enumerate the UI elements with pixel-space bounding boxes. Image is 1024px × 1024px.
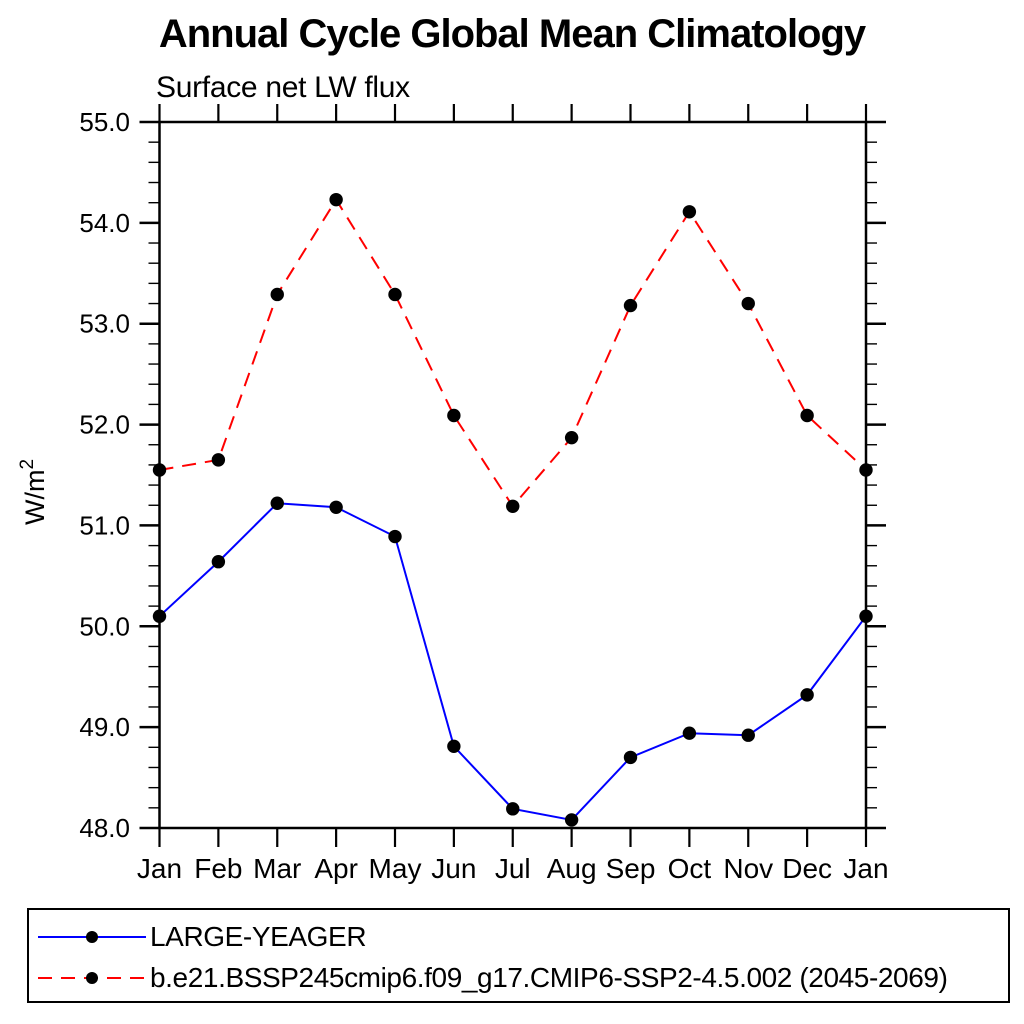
y-axis-label: W/m2 <box>17 459 50 525</box>
y-tick-label: 53.0 <box>79 309 130 339</box>
data-point-marker <box>741 728 755 742</box>
x-tick-label: Feb <box>194 853 242 884</box>
data-point-marker <box>859 609 873 623</box>
legend-label: b.e21.BSSP245cmip6.f09_g17.CMIP6-SSP2-4.… <box>150 962 948 993</box>
series-line <box>159 197 867 508</box>
y-tick-label: 55.0 <box>79 107 130 137</box>
data-point-marker <box>152 609 167 623</box>
data-point-marker <box>447 408 461 423</box>
legend-row: LARGE-YEAGER <box>36 921 367 952</box>
legend: LARGE-YEAGER b.e21.BSSP245cmip6.f09_g17.C… <box>27 908 1010 1003</box>
x-tick-label: May <box>369 853 422 884</box>
y-tick-label: 50.0 <box>79 611 130 641</box>
x-tick-label: Mar <box>253 853 301 884</box>
chart-subtitle: Surface net LW flux <box>156 71 410 104</box>
data-point-marker <box>564 813 579 827</box>
data-point-marker <box>800 688 814 702</box>
data-point-marker <box>388 529 402 544</box>
data-point-marker <box>682 726 697 740</box>
y-tick-label: 51.0 <box>79 510 130 540</box>
x-tick-label: Jul <box>495 853 531 884</box>
data-point-marker <box>152 463 167 477</box>
data-point-marker <box>329 192 343 207</box>
data-point-marker <box>623 298 638 313</box>
x-tick-label: Jan <box>843 853 888 884</box>
data-point-marker <box>859 463 873 477</box>
legend-label: LARGE-YEAGER <box>150 921 367 952</box>
y-tick-label: 49.0 <box>79 712 130 742</box>
data-point-marker <box>270 287 284 302</box>
x-tick-label: Jan <box>137 853 182 884</box>
data-point-marker <box>329 500 343 514</box>
chart-title: Annual Cycle Global Mean Climatology <box>158 12 866 56</box>
x-tick-label: Aug <box>547 853 597 884</box>
plot-frame <box>158 120 868 830</box>
y-tick-label: 48.0 <box>79 813 130 843</box>
plot-area: 48.0 49.0 50.0 51.0 52.0 53.0 54.0 55.0 Jan Feb Ma… <box>17 104 889 884</box>
data-point-marker <box>211 555 226 569</box>
data-point-marker <box>800 408 814 423</box>
x-tick-label: Sep <box>606 853 656 884</box>
x-tick-label: Apr <box>314 853 358 884</box>
data-point-marker <box>447 739 461 754</box>
legend-marker-icon <box>86 972 98 984</box>
y-tick-label: 54.0 <box>79 208 130 238</box>
series-line <box>158 502 867 822</box>
data-point-marker <box>270 496 284 510</box>
data-point-marker <box>564 430 579 445</box>
legend-marker-icon <box>86 931 98 943</box>
data-point-marker <box>741 296 755 311</box>
data-point-marker <box>388 287 402 302</box>
data-point-marker <box>506 802 520 816</box>
data-point-marker <box>682 205 697 219</box>
x-tick-label: Nov <box>723 853 773 884</box>
data-point-marker <box>506 499 520 513</box>
data-point-marker <box>623 750 638 765</box>
x-tick-label: Jun <box>431 853 476 884</box>
y-tick-label: 52.0 <box>79 410 130 440</box>
legend-line-sample <box>38 972 146 984</box>
legend-row: b.e21.BSSP245cmip6.f09_g17.CMIP6-SSP2-4.… <box>36 962 948 993</box>
data-point-marker <box>211 453 226 467</box>
legend-line-sample <box>38 931 146 943</box>
x-tick-label: Oct <box>668 853 712 884</box>
x-tick-label: Dec <box>782 853 832 884</box>
